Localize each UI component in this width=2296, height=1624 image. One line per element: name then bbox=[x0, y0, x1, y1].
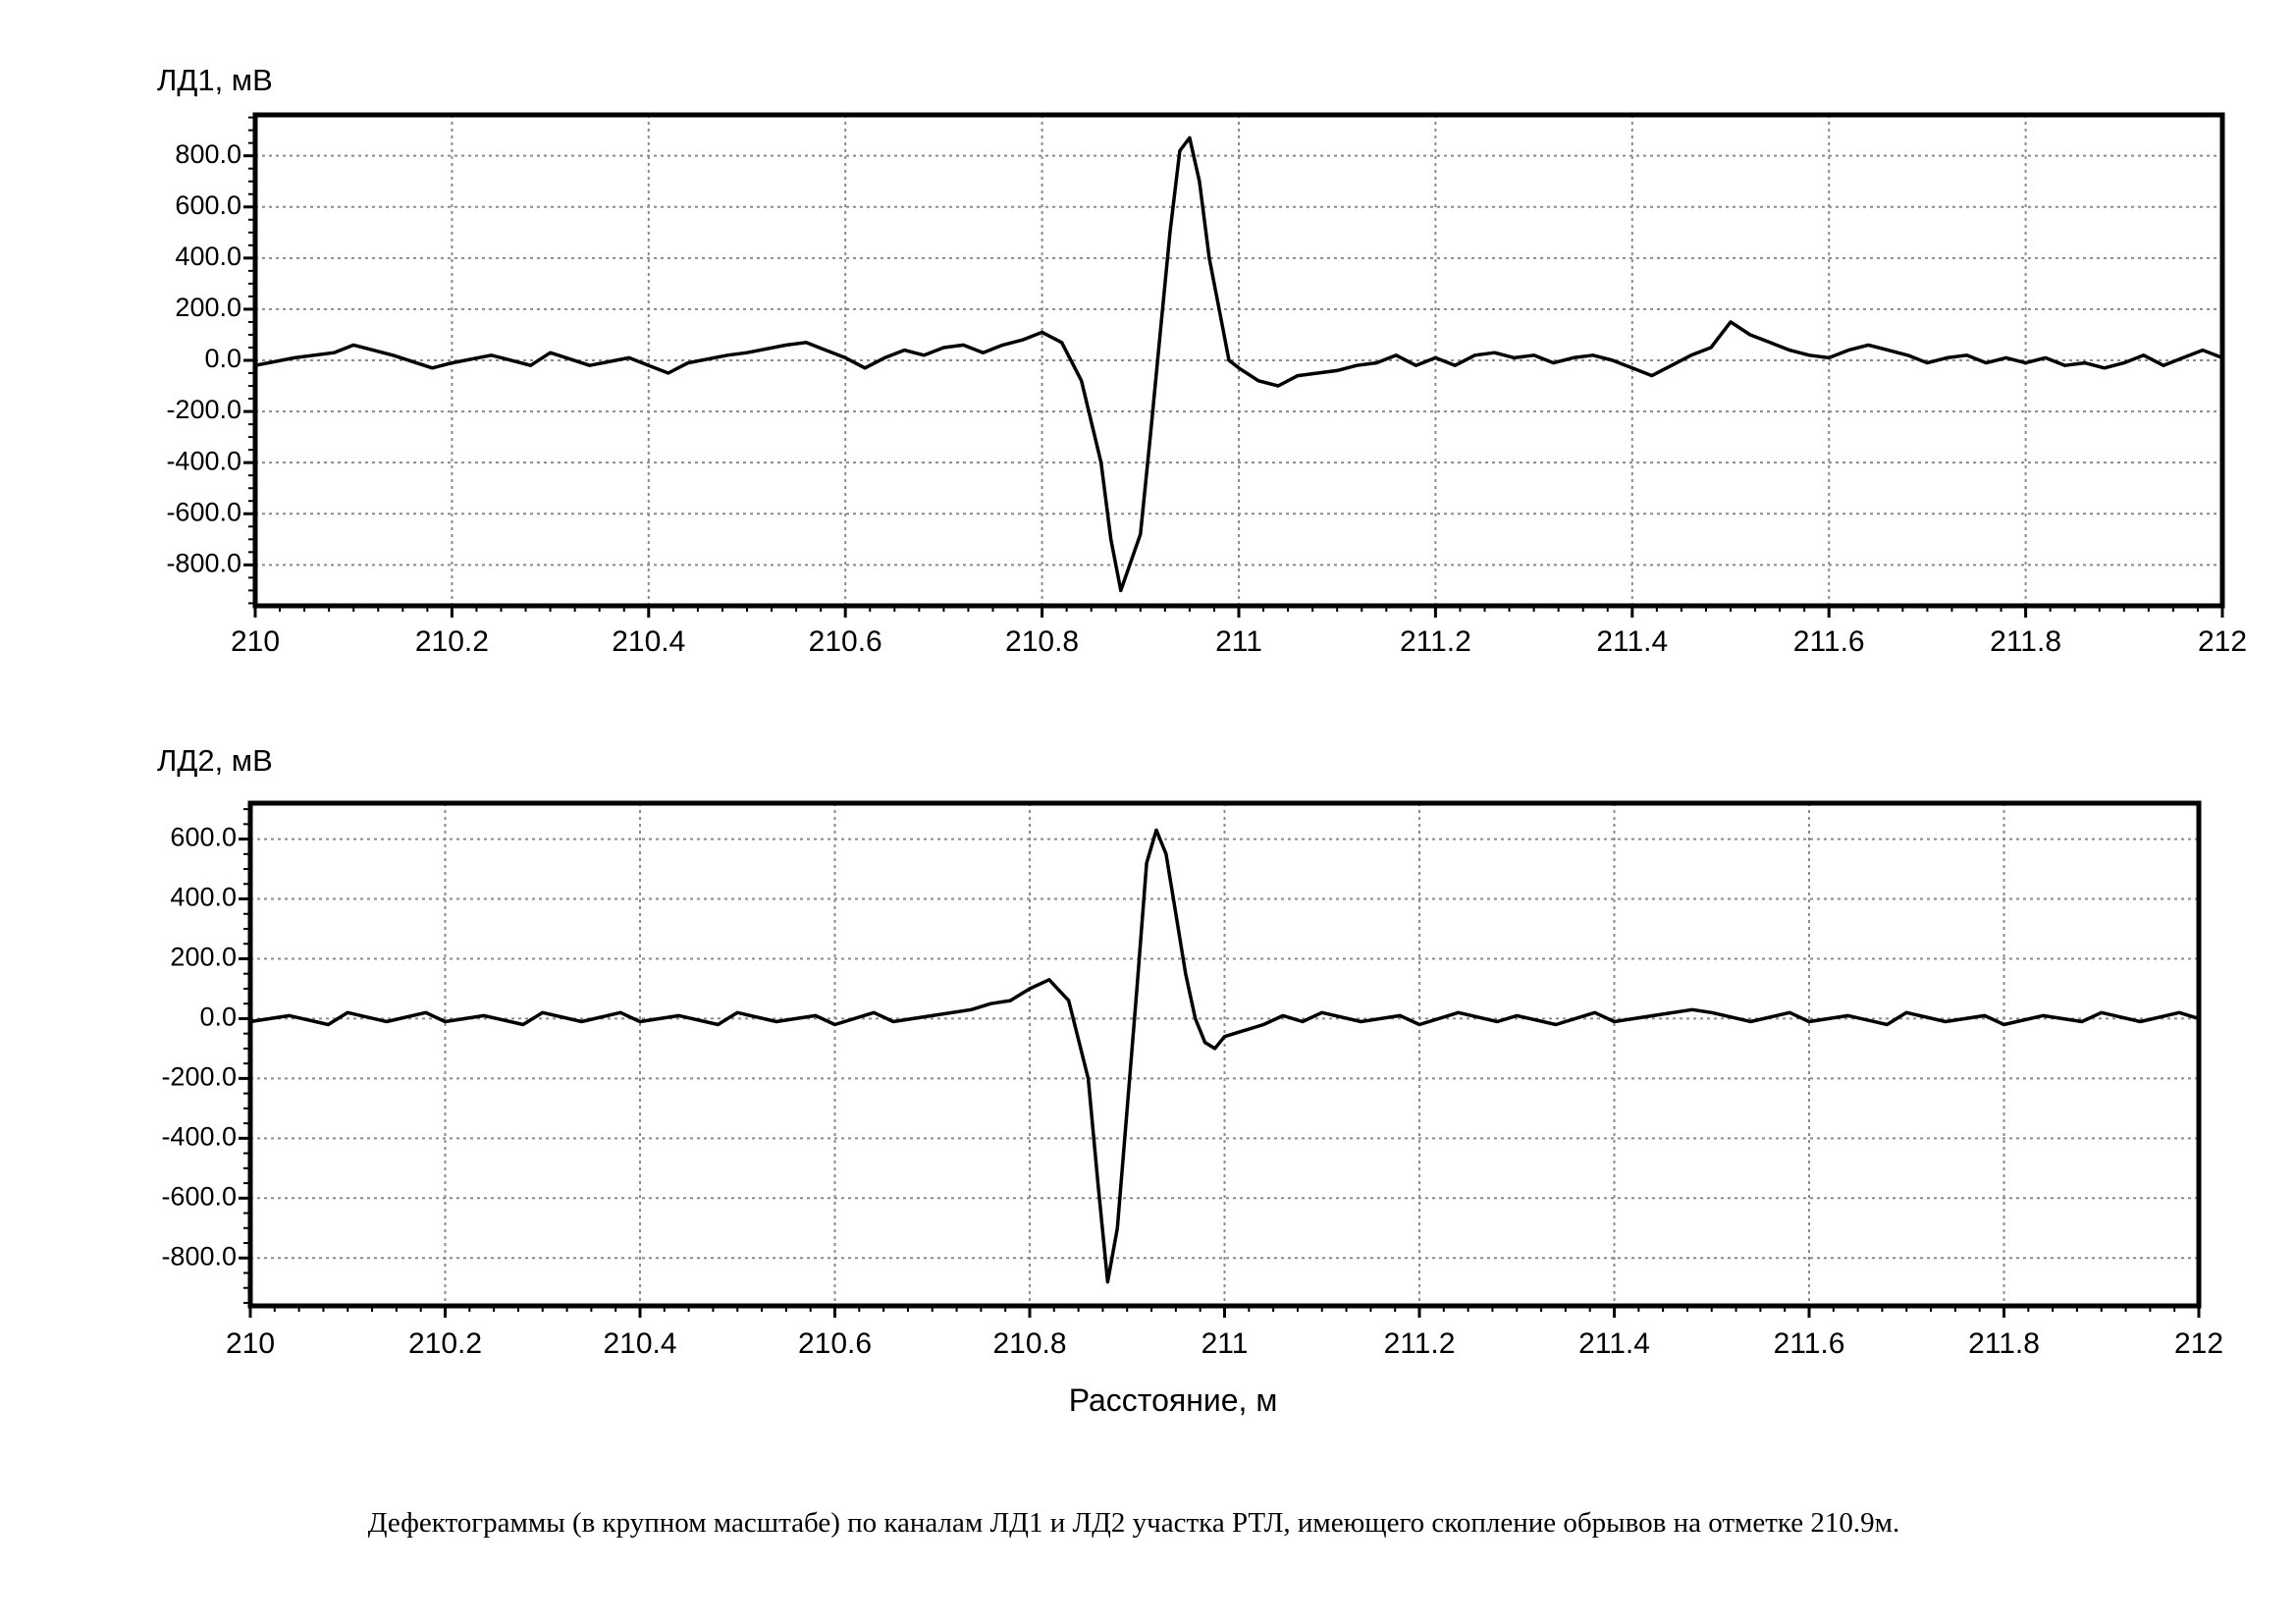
y-tick-label: -800.0 bbox=[166, 548, 241, 577]
chart-ld2: ЛД2, мВ 600.0 400.0 200.0 0.0 -200.0 -400.0 -60… bbox=[157, 743, 2223, 1360]
x-tick-label: 211.6 bbox=[1793, 625, 1865, 658]
x-tick-label: 211.8 bbox=[1990, 625, 2061, 658]
x-tick-label: 210.4 bbox=[612, 625, 685, 658]
y-tick-label: -200.0 bbox=[161, 1062, 237, 1092]
x-tick-label: 210 bbox=[231, 625, 280, 658]
x-tick-label: 212 bbox=[2198, 625, 2247, 658]
y-axis-title: ЛД2, мВ bbox=[157, 743, 273, 778]
plot-frame bbox=[252, 112, 2225, 609]
x-tick-label: 212 bbox=[2174, 1327, 2223, 1360]
x-tick-label: 210.8 bbox=[992, 1327, 1066, 1360]
y-tick-label: 0.0 bbox=[199, 1002, 237, 1032]
x-tick-label: 210.4 bbox=[603, 1327, 676, 1360]
x-tick-label: 210.8 bbox=[1005, 625, 1079, 658]
y-tick-label: 200.0 bbox=[170, 943, 237, 972]
y-tick-label: 400.0 bbox=[175, 242, 241, 271]
y-tick-label: -600.0 bbox=[166, 497, 241, 526]
x-tick-label: 211.6 bbox=[1774, 1327, 1845, 1360]
x-tick-label: 210.2 bbox=[415, 625, 489, 658]
figure-caption: Дефектограммы (в крупном масштабе) по ка… bbox=[368, 1507, 1900, 1539]
x-tick-label: 210.2 bbox=[408, 1327, 482, 1360]
x-tick-label: 211 bbox=[1201, 1327, 1249, 1360]
x-tick-label: 211.8 bbox=[1968, 1327, 2040, 1360]
x-tick-label: 211.4 bbox=[1596, 625, 1668, 658]
x-tick-label: 211 bbox=[1215, 625, 1262, 658]
series-line bbox=[249, 828, 2200, 1284]
y-tick-label: 600.0 bbox=[175, 190, 241, 220]
y-tick-label: -400.0 bbox=[161, 1121, 237, 1151]
y-tick-label: 800.0 bbox=[175, 139, 241, 169]
y-tick-label: -400.0 bbox=[166, 446, 241, 475]
x-tick-label: 210.6 bbox=[809, 625, 882, 658]
y-tick-label: -800.0 bbox=[161, 1241, 237, 1271]
y-tick-label: 400.0 bbox=[170, 883, 237, 912]
y-tick-label: 600.0 bbox=[170, 823, 237, 852]
y-tick-label: 0.0 bbox=[204, 344, 241, 373]
x-tick-label: 211.2 bbox=[1400, 625, 1471, 658]
plot-frame bbox=[247, 800, 2202, 1309]
x-tick-label: 211.2 bbox=[1384, 1327, 1456, 1360]
y-tick-label: 200.0 bbox=[175, 293, 241, 322]
y-axis-title: ЛД1, мВ bbox=[157, 63, 273, 97]
x-tick-label: 210 bbox=[226, 1327, 275, 1360]
chart-ld1: ЛД1, мВ 800.0 600.0 400.0 200.0 0.0 -200.0 -400… bbox=[157, 63, 2247, 658]
x-axis-label: Расстояние, м bbox=[1069, 1382, 1278, 1418]
y-tick-label: -200.0 bbox=[166, 395, 241, 424]
series-line bbox=[254, 135, 2223, 593]
y-tick-label: -600.0 bbox=[161, 1181, 237, 1211]
x-tick-label: 211.4 bbox=[1578, 1327, 1650, 1360]
x-tick-label: 210.6 bbox=[798, 1327, 872, 1360]
